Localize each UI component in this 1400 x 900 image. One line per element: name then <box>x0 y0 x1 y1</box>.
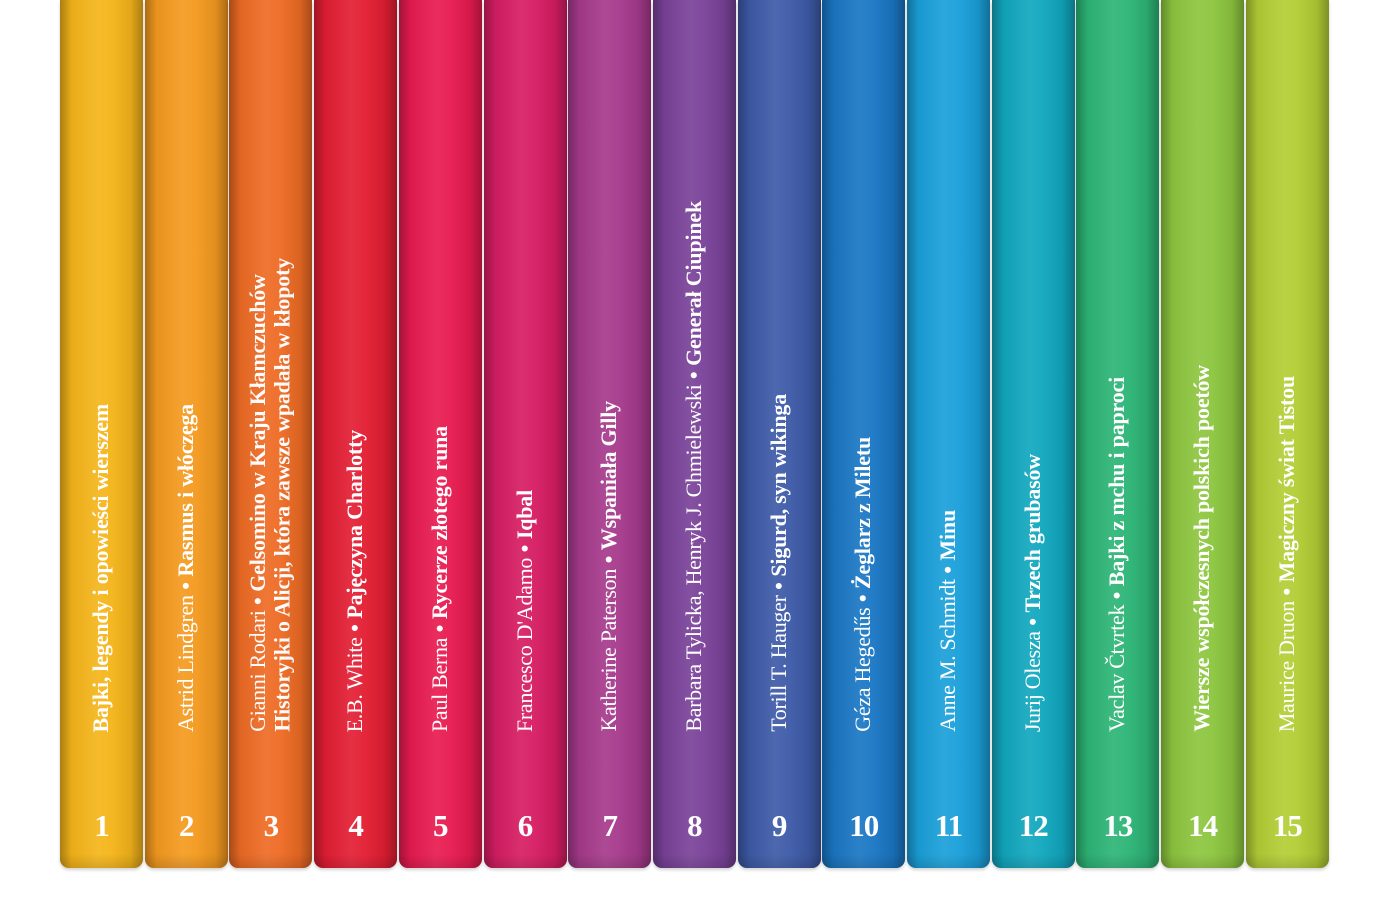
volume-number: 9 <box>771 808 788 843</box>
volume-number: 8 <box>687 808 703 843</box>
book-spine: Astrid Lindgren • Rasmus i włóczęga 2 <box>144 0 228 868</box>
book-spine: Bajki, legendy i opowieści wierszem 1 <box>60 0 143 868</box>
book-title: Wiersze współczesnych polskich poetów <box>1189 365 1215 732</box>
spine-text: Géza Hegedűs • Żeglarz z Miletu <box>850 437 876 732</box>
volume-number: 15 <box>1272 808 1303 843</box>
separator-dot: • <box>342 618 368 638</box>
spine-text: E.B. White • Pajęczyna Charlotty <box>342 430 368 733</box>
book-title: Rasmus i włóczęga <box>172 404 198 577</box>
volume-number: 10 <box>849 808 879 843</box>
book-title: Iqbal <box>511 490 537 540</box>
book-spine: Anne M. Schmidt • Minu 11 <box>907 0 990 868</box>
book-author: Vaclav Čtvrtek <box>1104 604 1130 732</box>
book-spine: Maurice Druon • Magiczny świat Tistou 15 <box>1245 0 1329 868</box>
book-spine: Vaclav Čtvrtek • Bajki z mchu i paproci 1… <box>1076 0 1160 868</box>
volume-number: 4 <box>348 808 364 843</box>
separator-dot: • <box>680 365 706 385</box>
volume-number: 7 <box>602 808 618 843</box>
book-title: Bajki z mchu i paproci <box>1104 377 1130 587</box>
spine-text: Jurij Olesza • Trzech grubasów <box>1019 454 1046 733</box>
book-title: Bajki, legendy i opowieści wierszem <box>88 404 113 733</box>
book-spine: Jurij Olesza • Trzech grubasów 12 <box>991 0 1075 868</box>
separator-dot: • <box>245 591 271 611</box>
book-spine: Francesco D'Adamo • Iqbal 6 <box>483 0 567 868</box>
separator-dot: • <box>850 588 876 608</box>
separator-dot: • <box>426 619 452 638</box>
volume-number: 11 <box>934 808 963 843</box>
book-author: Paul Berna <box>426 637 452 733</box>
spine-text: Torill T. Hauger • Sigurd, syn wikinga <box>765 394 792 732</box>
volume-number: 2 <box>178 808 195 843</box>
book-spine: Gianni Rodari • Gelsomino w Kraju Kłamcz… <box>229 0 313 868</box>
book-author: Anne M. Schmidt <box>935 579 960 732</box>
book-spine: Géza Hegedűs • Żeglarz z Miletu 10 <box>822 0 906 868</box>
spine-text: Paul Berna • Rycerze złotego runa <box>426 426 453 733</box>
spine-text: Barbara Tylicka, Henryk J. Chmielewski •… <box>680 201 707 732</box>
separator-dot: • <box>1273 582 1299 602</box>
book-author: Jurij Olesza <box>1019 631 1045 733</box>
volume-number: 5 <box>433 808 449 843</box>
spine-text: Maurice Druon • Magiczny świat Tistou <box>1273 376 1300 733</box>
book-spine: Barbara Tylicka, Henryk J. Chmielewski •… <box>652 0 736 868</box>
separator-dot: • <box>172 576 198 596</box>
volume-number: 6 <box>517 808 534 843</box>
spine-text: Vaclav Čtvrtek • Bajki z mchu i paproci <box>1104 377 1130 732</box>
volume-number: 3 <box>263 808 280 843</box>
book-title: Gelsomino w Kraju Kłamczuchów <box>245 274 271 592</box>
book-spine: Torill T. Hauger • Sigurd, syn wikinga 9 <box>737 0 821 868</box>
book-title: Sigurd, syn wikinga <box>765 394 791 577</box>
book-title: Pajęczyna Charlotty <box>342 430 368 619</box>
book-spine: Katherine Paterson • Wspaniała Gilly 7 <box>568 0 652 868</box>
book-title: Generał Ciupinek <box>680 201 706 366</box>
book-author: E.B. White <box>342 637 368 733</box>
book-author: Barbara Tylicka, Henryk J. Chmielewski <box>680 384 706 732</box>
separator-dot: • <box>1019 612 1045 632</box>
volume-number: 12 <box>1018 808 1049 843</box>
book-title: Żeglarz z Miletu <box>850 437 876 589</box>
volume-number: 14 <box>1188 808 1218 843</box>
book-spine: E.B. White • Pajęczyna Charlotty 4 <box>314 0 398 868</box>
spine-text: Gianni Rodari • Gelsomino w Kraju Kłamcz… <box>245 258 296 732</box>
separator-dot: • <box>1104 586 1130 605</box>
volume-number: 13 <box>1103 808 1133 843</box>
separator-dot: • <box>596 550 622 569</box>
book-author: Francesco D'Adamo <box>511 557 537 733</box>
book-author: Maurice Druon <box>1273 601 1299 733</box>
separator-dot: • <box>935 560 960 580</box>
spine-text: Wiersze współczesnych polskich poetów <box>1189 365 1215 732</box>
spine-text: Francesco D'Adamo • Iqbal <box>511 490 538 733</box>
book-author: Gianni Rodari <box>245 610 271 732</box>
spine-text: Anne M. Schmidt • Minu <box>935 510 961 732</box>
book-title: Rycerze złotego runa <box>426 426 452 620</box>
spine-text: Bajki, legendy i opowieści wierszem <box>88 404 114 733</box>
separator-dot: • <box>765 576 791 596</box>
book-title: Wspaniała Gilly <box>596 401 622 551</box>
book-spine: Paul Berna • Rycerze złotego runa 5 <box>398 0 482 868</box>
book-title: Minu <box>935 510 960 561</box>
spine-text: Astrid Lindgren • Rasmus i włóczęga <box>172 404 199 732</box>
book-title: Trzech grubasów <box>1019 454 1045 613</box>
book-author: Géza Hegedűs <box>850 607 876 732</box>
volume-number: 1 <box>94 808 110 843</box>
book-author: Torill T. Hauger <box>765 595 791 732</box>
book-title: Magiczny świat Tistou <box>1273 376 1299 583</box>
book-title-second: Historyjki o Alicji, która zawsze wpadał… <box>270 258 296 732</box>
book-author: Astrid Lindgren <box>172 595 198 732</box>
spine-text: Katherine Paterson • Wspaniała Gilly <box>596 401 622 732</box>
book-author: Katherine Paterson <box>596 568 622 732</box>
book-spine: Wiersze współczesnych polskich poetów 14 <box>1161 0 1245 868</box>
separator-dot: • <box>511 539 537 558</box>
